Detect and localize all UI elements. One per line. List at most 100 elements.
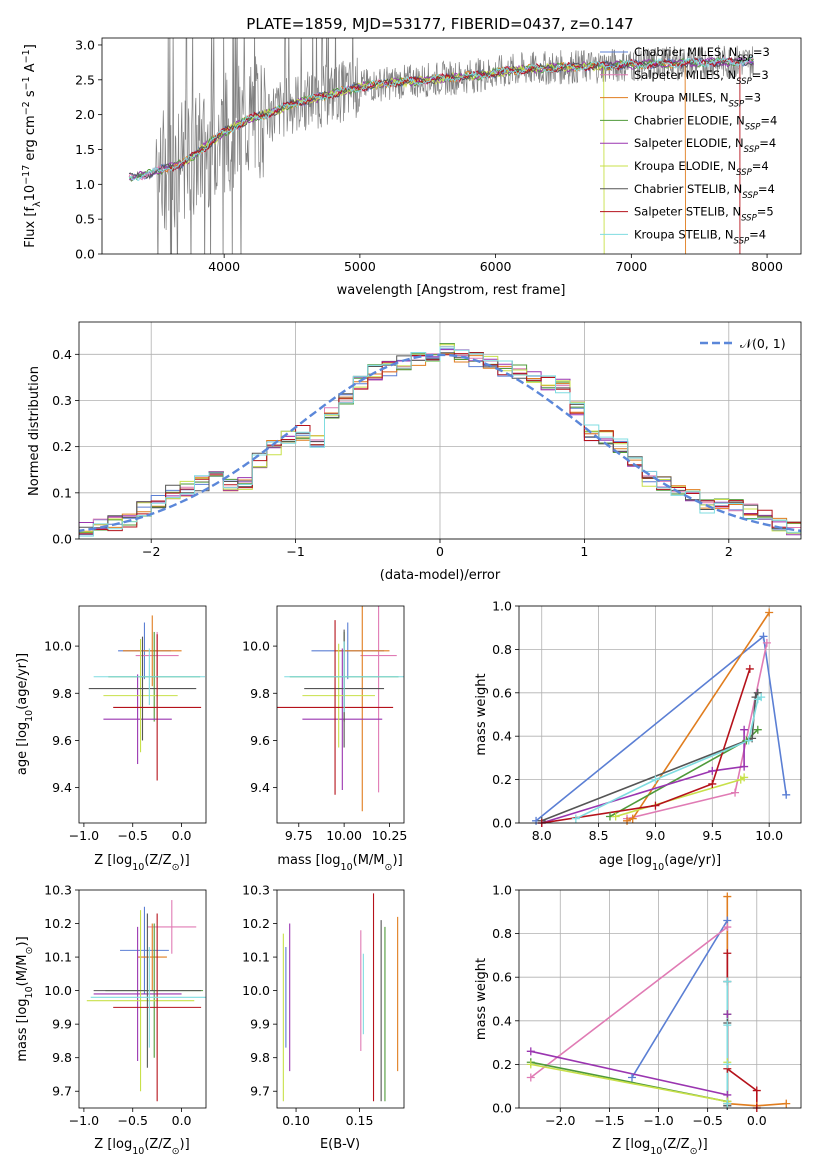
y-tick-label: 0.5	[75, 212, 95, 227]
y-tick-label: 0.2	[52, 439, 72, 454]
label-part: erg cm	[23, 115, 38, 164]
y-tick-label: 0.6	[492, 970, 512, 985]
x-axis-label: Z [log10(Z/Z⊙)]	[94, 853, 189, 873]
x-tick-label: 2	[725, 544, 733, 559]
legend-name: Chabrier ELODIE, N	[634, 113, 745, 127]
legend-entry: Kroupa MILES, NSSP=3	[634, 91, 761, 110]
y-axis-label: mass weight	[474, 673, 489, 755]
legend-value: =4	[752, 159, 769, 173]
label-part: A	[23, 63, 38, 76]
y-tick-label: 0.0	[75, 247, 95, 262]
y-axis-label: age [log10(age/yr)]	[15, 653, 35, 775]
residuals-panel: −2 −1 0 1 2 0.0 0.1 0.2 0.3 0.4 𝒩(0, 1) (data-model…	[27, 321, 802, 583]
y-axis-label: mass weight	[474, 958, 489, 1040]
x-tick-label: 9.5	[702, 828, 722, 843]
weight-marker	[752, 1086, 761, 1095]
y-tick-label: 10.3	[44, 883, 72, 898]
plot-area	[282, 893, 399, 1102]
label-part: ⊙	[172, 1146, 180, 1157]
legend-sub: SSP	[736, 168, 752, 178]
x-tick-label: 4000	[208, 259, 240, 274]
x-tick-label: −1.0	[643, 1113, 673, 1128]
label-part: (age/yr)]	[15, 653, 30, 710]
weight-marker	[526, 1047, 535, 1056]
label-part: mass [log	[277, 853, 340, 868]
model-line-kroupa-stelib	[128, 56, 754, 182]
x-tick-label: 5000	[344, 259, 376, 274]
label-part: )]	[180, 1137, 190, 1152]
label-part: (age/yr)]	[664, 853, 721, 868]
y-tick-label: 0.8	[492, 642, 512, 657]
legend-value: =3	[744, 91, 761, 105]
weight-marker	[723, 923, 732, 932]
label-part: )]	[180, 853, 190, 868]
label-part: (M/M	[353, 853, 385, 868]
legend-sub: SSP	[736, 77, 752, 87]
x-tick-label: 8000	[751, 259, 783, 274]
legend-entry: Kroupa ELODIE, NSSP=4	[634, 159, 769, 178]
mass-vs-Z-panel: −1.0 −0.5 0.0 9.7 9.8 9.9 10.0 10.1 10.2 10.3 Z [l…	[15, 883, 207, 1157]
legend-sub: SSP	[741, 214, 757, 224]
weight-line	[631, 917, 729, 1106]
y-tick-label: 9.8	[52, 1050, 72, 1065]
legend-value: =4	[749, 227, 766, 241]
weight-marker	[571, 814, 580, 823]
label-part: 10	[341, 862, 353, 873]
weight-marker	[753, 725, 762, 734]
x-tick-label: −2	[142, 544, 160, 559]
y-tick-label: 10.1	[242, 950, 270, 965]
label-part: λ	[32, 201, 43, 207]
label-part: s	[23, 90, 38, 101]
y-tick-label: 3.0	[75, 37, 95, 52]
weight-marker	[757, 693, 766, 702]
label-part: Z [log	[94, 853, 132, 868]
weight-marker	[762, 638, 771, 647]
y-tick-label: 2.5	[75, 72, 95, 87]
y-tick-label: 0.0	[492, 1101, 512, 1116]
weight-marker	[723, 1060, 732, 1069]
x-tick-label: 10.25	[372, 828, 408, 843]
weight-marker	[723, 1021, 732, 1030]
legend-entry: Salpeter STELIB, NSSP=5	[634, 205, 774, 224]
y-tick-label: 2.0	[75, 107, 95, 122]
y-tick-label: 0.0	[492, 816, 512, 831]
y-tick-label: 10.1	[44, 950, 72, 965]
x-tick-label: −0.5	[118, 828, 148, 843]
label-part: mass [log	[15, 998, 30, 1061]
legend-sub: SSP	[742, 191, 758, 201]
plot-area	[86, 900, 206, 1102]
legend-name: Chabrier STELIB, N	[634, 182, 742, 196]
label-part: 10	[23, 185, 38, 202]
x-tick-label: 0.10	[282, 1113, 310, 1128]
y-tick-label: 0.4	[492, 729, 512, 744]
legend-name: Salpeter STELIB, N	[634, 205, 741, 219]
label-part: −1	[21, 49, 32, 63]
x-tick-label: 0.15	[346, 1113, 374, 1128]
plot-area	[535, 612, 787, 823]
x-tick-label: 8.0	[532, 828, 552, 843]
y-tick-label: 0.1	[52, 485, 72, 500]
x-tick-label: 0.0	[747, 1113, 767, 1128]
weight-marker	[708, 779, 717, 788]
y-tick-label: 0.6	[492, 685, 512, 700]
legend-value: =4	[758, 182, 775, 196]
label-part: −2	[21, 101, 32, 115]
label-part: −17	[21, 165, 32, 185]
legend-sub: SSP	[744, 145, 760, 155]
weight-line	[541, 692, 759, 822]
legend-value: =3	[752, 68, 769, 82]
x-axis-label: Z [log10(Z/Z⊙)]	[612, 1137, 707, 1157]
x-tick-label: 9.0	[646, 828, 666, 843]
legend-entry: 𝒩(0, 1)	[740, 336, 786, 351]
label-part: ⊙	[24, 947, 35, 955]
legend-name: Chabrier MILES, N	[634, 45, 737, 59]
model-line-kroupa-elodie	[183, 62, 605, 254]
x-axis-label: age [log10(age/yr)]	[599, 853, 721, 873]
y-tick-label: 10.0	[242, 983, 270, 998]
weight-marker	[723, 949, 732, 958]
y-tick-label: 9.8	[250, 1050, 270, 1065]
legend-entry: Salpeter ELODIE, NSSP=4	[634, 136, 776, 155]
axes-frame	[101, 37, 802, 255]
label-part: 10	[132, 862, 144, 873]
legend-name: Kroupa STELIB, N	[634, 227, 734, 241]
